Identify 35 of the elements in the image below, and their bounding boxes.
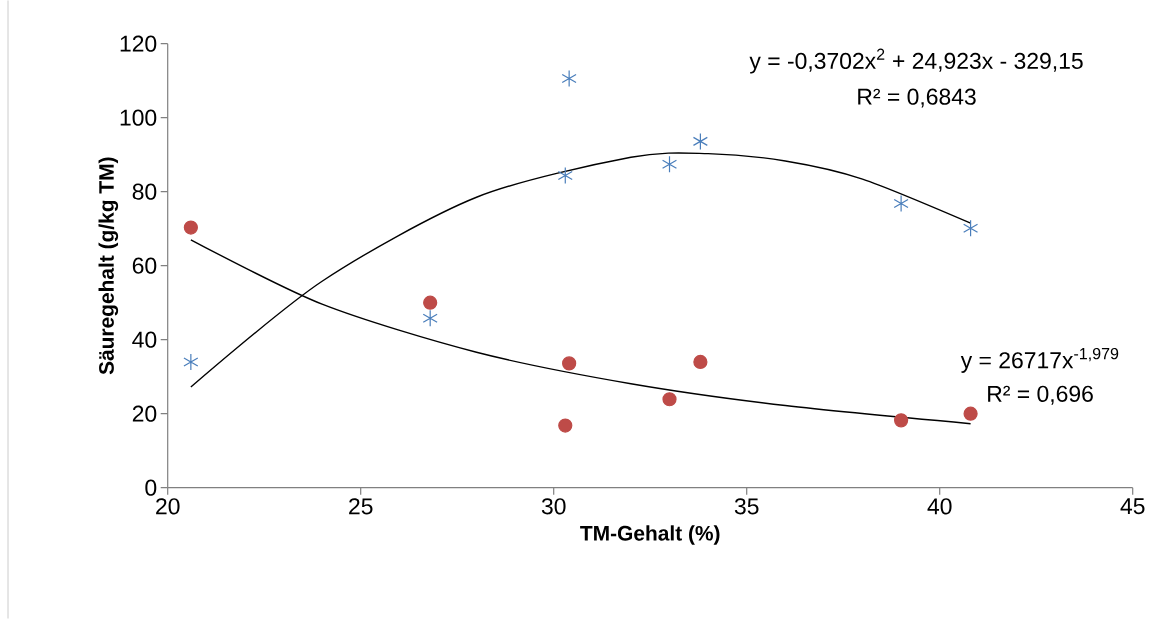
- x-axis-title: TM-Gehalt (%): [580, 525, 720, 545]
- y-tick-label: 20: [132, 405, 157, 422]
- point: [423, 295, 438, 310]
- point: [183, 220, 198, 235]
- annotation: y = -0,3702x$^{2}$ + 24,923x - 329,15: [749, 48, 1083, 74]
- x-tick-label: 40: [927, 498, 952, 515]
- y-tick-label: 80: [132, 183, 157, 200]
- point: [661, 155, 678, 173]
- x-tick-label: 35: [734, 498, 759, 515]
- y-tick-label: 0: [145, 479, 157, 496]
- y-tick-label: 40: [132, 331, 157, 348]
- point: [693, 354, 708, 369]
- point: [894, 413, 909, 428]
- point: [422, 309, 438, 327]
- annotation: y = 26717x$^{-1,979}$: [960, 347, 1119, 373]
- point: [558, 418, 573, 433]
- point: [893, 194, 909, 213]
- x-tick-label: 25: [349, 498, 373, 515]
- y-tick-label: 60: [132, 257, 157, 274]
- y-axis-title: Säuregehalt (g/kg TM): [98, 157, 119, 375]
- x-tick-label: 20: [156, 498, 180, 515]
- x-tick-label: 30: [541, 498, 566, 515]
- point: [183, 353, 199, 371]
- x-tick-label: 45: [1120, 498, 1145, 515]
- y-tick-label: 100: [120, 109, 157, 126]
- y-tick-label: 120: [120, 35, 157, 52]
- point: [561, 69, 577, 88]
- point: [963, 406, 978, 421]
- annotation: R² = 0,6843: [858, 88, 976, 108]
- point: [557, 166, 573, 185]
- point: [963, 219, 979, 237]
- point: [562, 356, 577, 371]
- point: [662, 392, 677, 407]
- annotation: R² = 0,696: [988, 385, 1093, 405]
- point: [692, 132, 708, 150]
